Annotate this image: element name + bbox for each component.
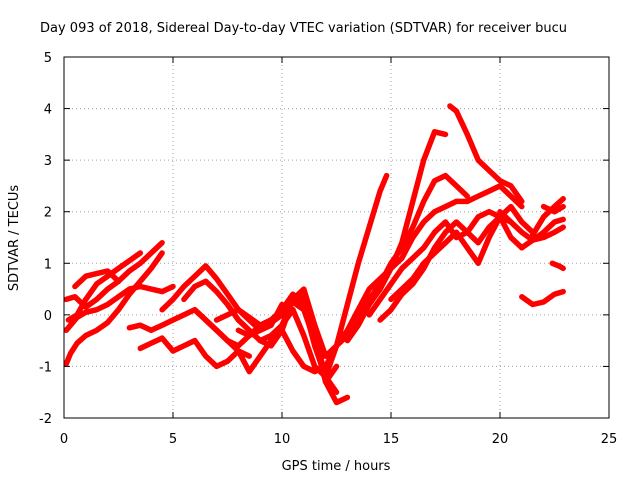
series-line-24 bbox=[519, 288, 566, 308]
y-tick-label: 4 bbox=[44, 103, 52, 118]
chart-title: Day 093 of 2018, Sidereal Day-to-day VTE… bbox=[40, 21, 567, 36]
x-tick-label: 10 bbox=[274, 432, 291, 447]
y-tick-label: 1 bbox=[44, 257, 52, 272]
y-tick-label: -1 bbox=[39, 360, 52, 375]
data-series bbox=[63, 103, 566, 406]
y-tick-label: 5 bbox=[44, 51, 52, 66]
x-tick-label: 25 bbox=[601, 432, 618, 447]
y-axis-label: SDTVAR / TECUs bbox=[7, 185, 22, 292]
series-line-14 bbox=[279, 129, 449, 375]
x-tick-label: 0 bbox=[60, 432, 68, 447]
series-line-3 bbox=[63, 239, 165, 310]
series-line-19 bbox=[388, 203, 536, 303]
y-tick-label: 2 bbox=[44, 206, 52, 221]
y-tick-label: -2 bbox=[39, 412, 52, 427]
series-line-4 bbox=[65, 250, 144, 323]
plot-frame bbox=[63, 56, 610, 419]
x-tick-label: 15 bbox=[383, 432, 400, 447]
y-tick-label: 3 bbox=[44, 154, 52, 169]
series-line-5 bbox=[72, 268, 122, 290]
y-tick-label: 0 bbox=[44, 309, 52, 324]
series-line-15 bbox=[322, 172, 471, 359]
series-line-20 bbox=[447, 103, 525, 205]
series-line-17 bbox=[366, 208, 525, 318]
series-line-13 bbox=[257, 172, 390, 380]
tick-labels: 0 5 10 15 20 25 -2 -1 0 1 2 3 4 5 bbox=[39, 51, 617, 447]
x-axis-label: GPS time / hours bbox=[282, 459, 391, 474]
series-line-22 bbox=[519, 216, 566, 251]
x-tick-label: 20 bbox=[492, 432, 509, 447]
series-line-12 bbox=[235, 299, 351, 406]
series-line-16 bbox=[344, 183, 525, 344]
series-line-18 bbox=[377, 214, 514, 323]
series-line-25 bbox=[540, 203, 566, 215]
x-tick-label: 5 bbox=[169, 432, 177, 447]
series-line-26 bbox=[549, 260, 566, 272]
series-line-6 bbox=[137, 335, 253, 370]
series-line-2 bbox=[63, 250, 165, 367]
series-line-10 bbox=[192, 286, 340, 385]
